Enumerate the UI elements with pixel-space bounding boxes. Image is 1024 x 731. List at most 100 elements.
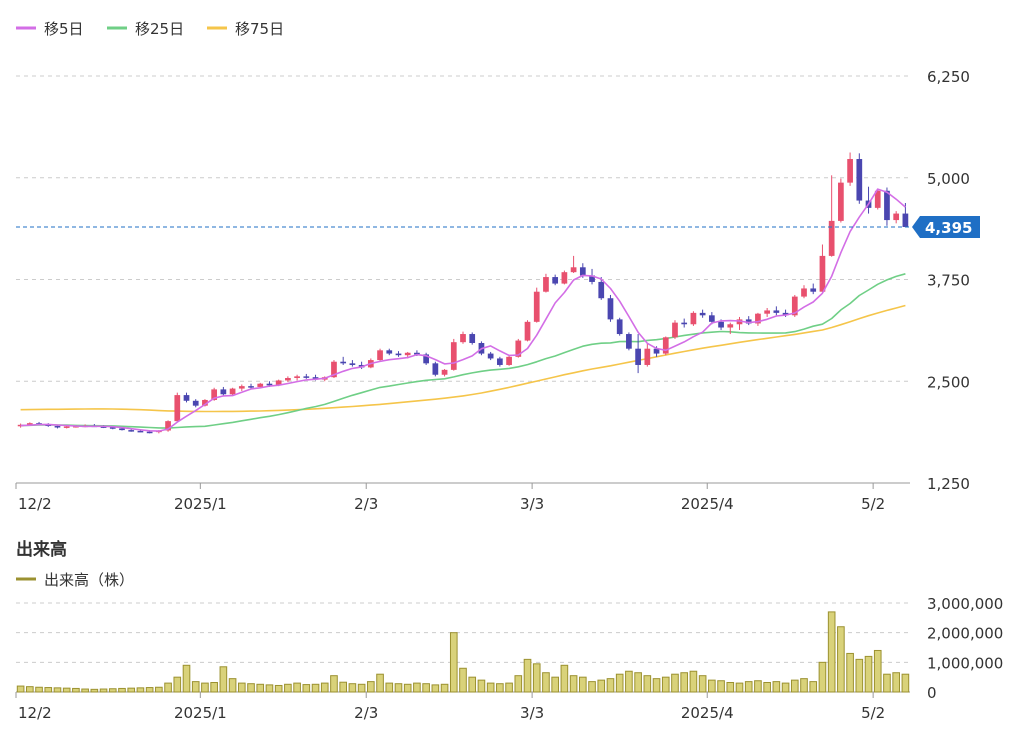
volume-bar (542, 672, 550, 693)
volume-bar (191, 681, 200, 693)
volume-bar (201, 682, 209, 693)
candle (884, 187, 890, 226)
candle (248, 383, 254, 389)
volume-bar (763, 682, 771, 693)
candle-body (469, 334, 476, 343)
candle-body (266, 383, 273, 386)
candle-body (718, 321, 724, 328)
volume-bar (237, 682, 246, 693)
candle-body (902, 213, 909, 227)
volume-bar (883, 673, 891, 693)
candle (736, 316, 743, 330)
candle-body (497, 358, 503, 365)
x-tick-label: 12/2 (18, 495, 52, 513)
volume-bar (901, 673, 910, 693)
x-tick-label: 2025/1 (174, 495, 227, 513)
volume-bar (643, 675, 652, 693)
volume-bar (744, 681, 753, 693)
volume-bar (431, 684, 440, 693)
ma5-line (20, 188, 906, 432)
volume-bar (781, 682, 790, 693)
price-y-tick-label: 2,500 (927, 373, 970, 391)
volume-y-tick-label: 0 (927, 684, 937, 702)
volume-bar-series (16, 611, 910, 693)
volume-bar (385, 682, 394, 693)
candle-body (377, 350, 383, 361)
candle (183, 392, 190, 403)
candle (838, 178, 844, 223)
volume-bar (440, 683, 449, 693)
volume-legend-item[interactable]: 出来高（株） (16, 571, 134, 589)
volume-bar (459, 667, 467, 693)
candle (635, 334, 641, 374)
candle-body (524, 321, 531, 341)
legend-item-ma5[interactable]: 移5日 (16, 20, 84, 38)
volume-bar (284, 683, 292, 693)
volume-bar (680, 672, 689, 693)
volume-bar (247, 683, 255, 693)
volume-bar (348, 683, 357, 693)
candle-body (552, 277, 559, 284)
candle (598, 277, 605, 300)
candle (349, 360, 356, 367)
candle (727, 322, 734, 335)
candle-body (423, 354, 429, 364)
candle-body (229, 388, 236, 395)
volume-bar (145, 687, 154, 693)
candle-body (672, 322, 678, 338)
candle-body (45, 424, 52, 427)
price-y-tick-label: 1,250 (927, 475, 970, 493)
candle (847, 152, 853, 186)
legend-item-ma25[interactable]: 移25日 (107, 20, 184, 38)
candle-body (26, 423, 33, 425)
volume-bar (376, 673, 384, 693)
price-gridlines (16, 75, 910, 382)
volume-bar (357, 683, 366, 693)
candle-body (174, 395, 181, 422)
volume-bar (108, 688, 117, 693)
x-tick-label: 2025/1 (174, 704, 227, 722)
candle-body (109, 427, 116, 429)
volume-bar (560, 664, 569, 693)
candle (764, 307, 771, 317)
candle-body (248, 386, 254, 388)
volume-bar (486, 682, 495, 693)
candle (856, 153, 863, 204)
candle-body (782, 312, 789, 316)
candle (755, 312, 761, 326)
x-tick-label: 12/2 (18, 704, 52, 722)
candle-body (137, 430, 144, 433)
legend-item-ma75[interactable]: 移75日 (207, 20, 284, 38)
volume-bar (846, 652, 854, 693)
x-tick-label: 2/3 (354, 495, 378, 513)
candle-body (63, 426, 70, 428)
x-tick-label: 3/3 (520, 704, 544, 722)
candle-body (856, 159, 863, 201)
volume-bar (652, 678, 661, 693)
candle-body (635, 348, 641, 365)
candle-body (561, 272, 568, 284)
candle (257, 382, 264, 388)
volume-bar (634, 672, 642, 693)
candle-body (54, 426, 61, 428)
volume-legend-label: 出来高（株） (44, 571, 134, 589)
candle (810, 283, 817, 295)
price-y-tick-label: 5,000 (927, 170, 970, 188)
ma75-path (20, 304, 906, 413)
volume-bar (403, 683, 412, 693)
candle (377, 348, 383, 361)
candle (672, 320, 678, 339)
volume-bar (772, 681, 781, 693)
volume-bar (394, 683, 403, 693)
volume-bar (790, 679, 799, 693)
candle-body (791, 296, 798, 316)
volume-bar (53, 687, 62, 693)
candle (506, 355, 512, 366)
volume-bar (717, 680, 725, 693)
candle-body (570, 267, 577, 273)
volume-bar (855, 658, 864, 693)
candle (616, 317, 623, 336)
volume-bar (468, 676, 477, 693)
candle-body (579, 267, 586, 276)
